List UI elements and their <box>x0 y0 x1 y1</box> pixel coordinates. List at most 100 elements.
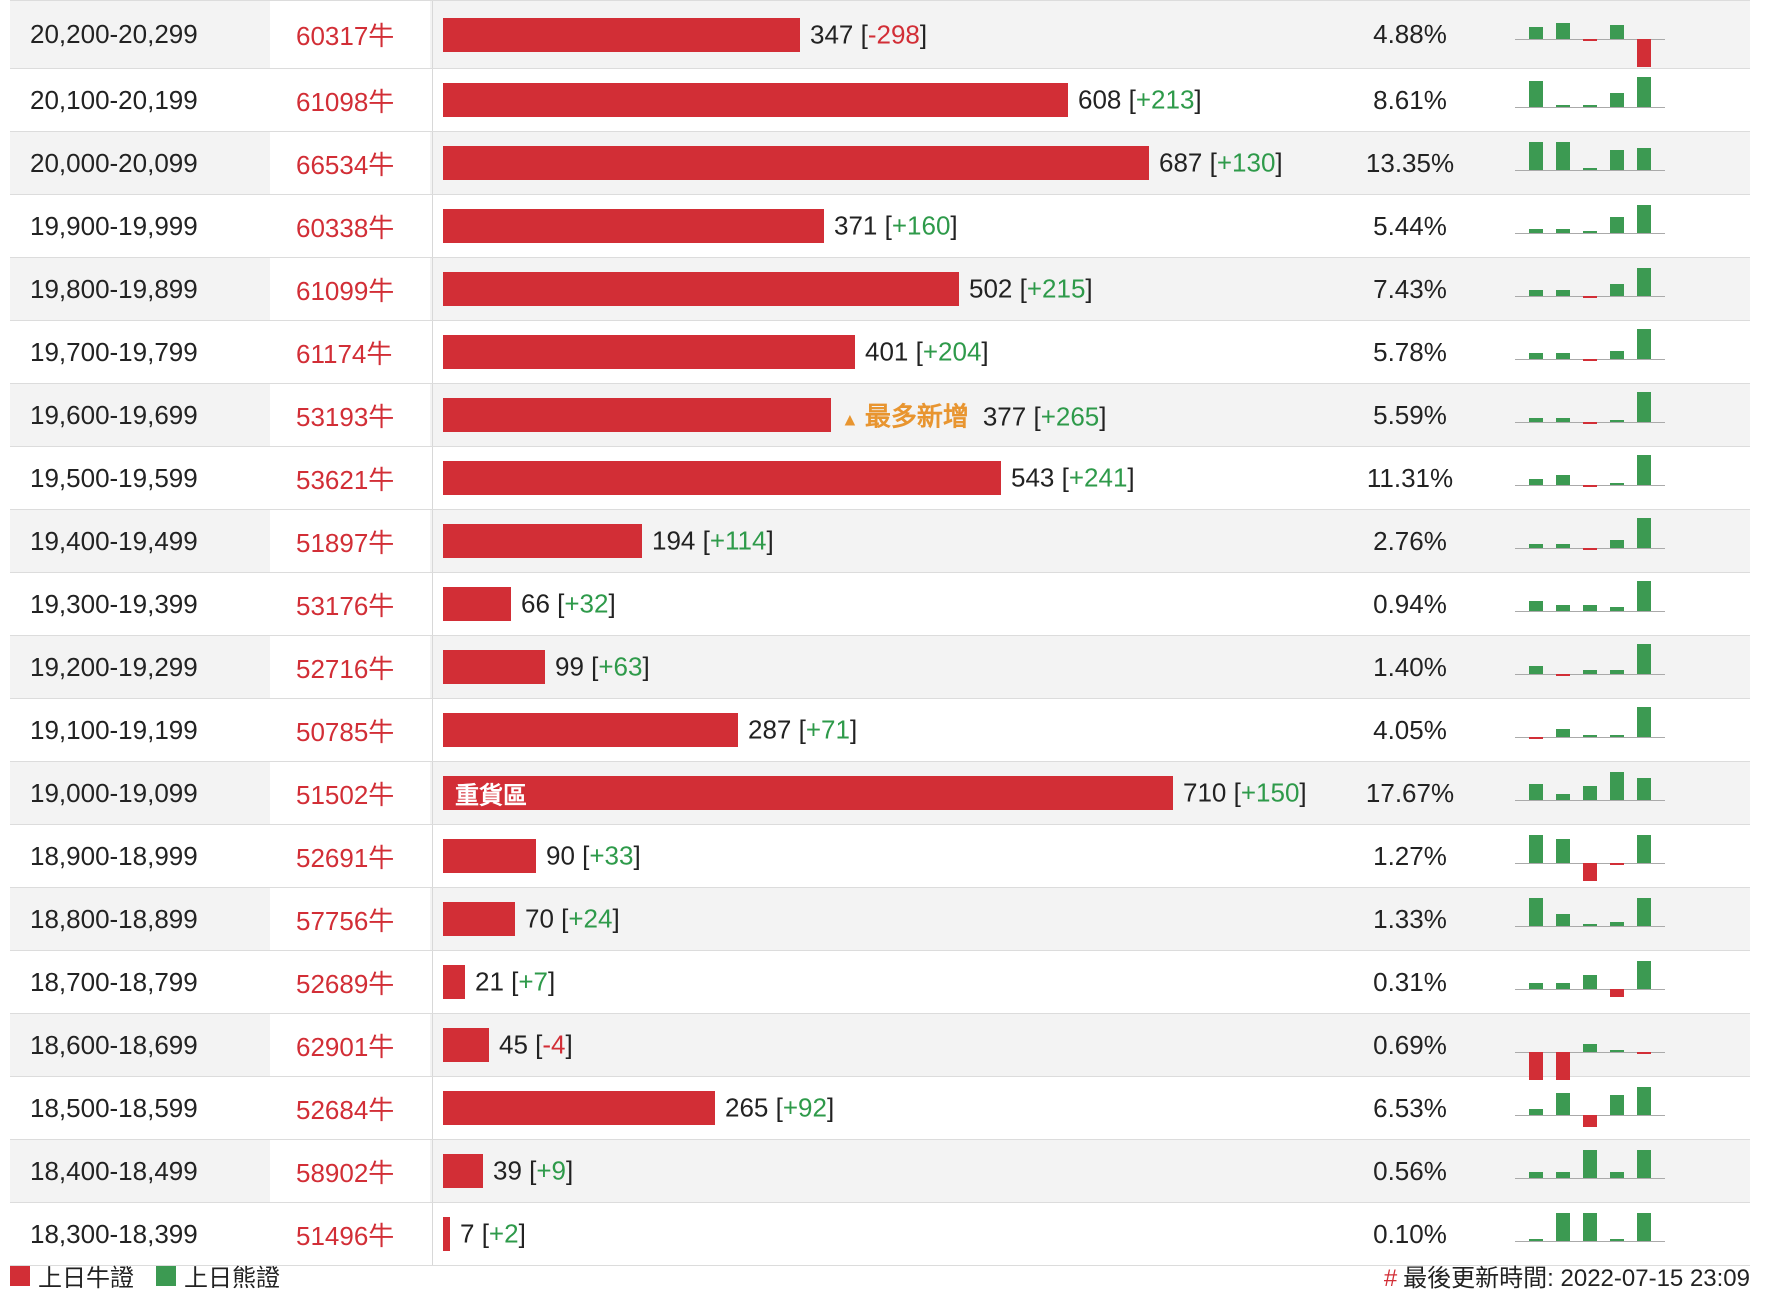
count-change: +24 <box>568 903 613 934</box>
count-value: 99 [+63] <box>555 651 650 682</box>
last-updated-text: 最後更新時間: 2022-07-15 23:09 <box>1403 1265 1750 1292</box>
cbbc-code-link[interactable]: 58902牛 <box>296 1157 395 1188</box>
sparkline-bar <box>1610 607 1624 611</box>
cbbc-code-link[interactable]: 53621牛 <box>296 464 395 495</box>
count-change: +265 <box>1040 401 1100 432</box>
table-row[interactable]: 19,700-19,799 61174牛 401 [+204] 5.78% <box>10 321 1750 384</box>
bar-cell: 7 [+2] <box>432 1203 1333 1265</box>
sparkline-bar <box>1583 1150 1597 1178</box>
strike-range: 19,400-19,499 <box>30 525 198 556</box>
sparkline-bar <box>1637 39 1651 67</box>
cbbc-code-link[interactable]: 60317牛 <box>296 21 395 51</box>
percent-share: 17.67% <box>1365 777 1455 808</box>
sparkline-bar <box>1556 729 1570 737</box>
table-row[interactable]: 18,700-18,799 52689牛 21 [+7] 0.31% <box>10 951 1750 1014</box>
bar-cell: 90 [+33] <box>432 825 1333 887</box>
cbbc-code-link[interactable]: 53193牛 <box>296 401 395 432</box>
count-bar <box>443 272 959 306</box>
cbbc-code-link[interactable]: 52691牛 <box>296 842 395 873</box>
table-row[interactable]: 19,000-19,099 51502牛 重貨區 710 [+150] 17.67% <box>10 762 1750 825</box>
count-change: +130 <box>1216 147 1276 178</box>
sparkline-baseline <box>1515 926 1665 927</box>
sparkline-bar <box>1637 205 1651 233</box>
count-value: 687 [+130] <box>1159 147 1283 178</box>
cbbc-code-link[interactable]: 51502牛 <box>296 779 395 810</box>
cbbc-code-link[interactable]: 52684牛 <box>296 1094 395 1125</box>
code-cell-bg <box>270 888 430 950</box>
bear-swatch-icon <box>156 1265 176 1286</box>
count-value: 287 [+71] <box>748 714 858 745</box>
cbbc-code-link[interactable]: 53176牛 <box>296 590 395 621</box>
table-row[interactable]: 20,200-20,299 60317牛 347 [-298] 4.88% <box>10 0 1750 69</box>
table-row[interactable]: 20,100-20,199 61098牛 608 [+213] 8.61% <box>10 69 1750 132</box>
strike-range: 18,700-18,799 <box>30 966 198 997</box>
bar-cell: 287 [+71] <box>432 699 1333 761</box>
cbbc-code-link[interactable]: 51897牛 <box>296 527 395 558</box>
sparkline-bar <box>1637 518 1651 548</box>
cbbc-code-link[interactable]: 50785牛 <box>296 716 395 747</box>
sparkline-bar <box>1556 353 1570 359</box>
count-value: 608 [+213] <box>1078 84 1202 115</box>
sparkline-baseline <box>1515 737 1665 738</box>
sparkline-bar <box>1637 1213 1651 1241</box>
sparkline-bar <box>1637 898 1651 926</box>
table-row[interactable]: 20,000-20,099 66534牛 687 [+130] 13.35% <box>10 132 1750 195</box>
sparkline-bar <box>1583 1213 1597 1241</box>
count: 401 <box>865 336 909 367</box>
table-row[interactable]: 18,800-18,899 57756牛 70 [+24] 1.33% <box>10 888 1750 951</box>
sparkline-bar <box>1529 835 1543 863</box>
table-row[interactable]: 19,100-19,199 50785牛 287 [+71] 4.05% <box>10 699 1750 762</box>
table-row[interactable]: 18,300-18,399 51496牛 7 [+2] 0.10% <box>10 1203 1750 1266</box>
sparkline <box>1505 951 1675 1013</box>
cbbc-code-link[interactable]: 51496牛 <box>296 1220 395 1251</box>
code-cell-bg <box>270 1 430 68</box>
cbbc-code-link[interactable]: 66534牛 <box>296 149 395 180</box>
cbbc-code-link[interactable]: 61098牛 <box>296 86 395 117</box>
count-bar <box>443 1091 715 1125</box>
cbbc-code-link[interactable]: 57756牛 <box>296 905 395 936</box>
percent-share: 0.10% <box>1373 1218 1447 1249</box>
code-cell-bg <box>270 384 430 446</box>
count: 377 <box>982 401 1027 432</box>
table-row[interactable]: 19,500-19,599 53621牛 543 [+241] 11.31% <box>10 447 1750 510</box>
sparkline-bar <box>1610 863 1624 865</box>
sparkline-bar <box>1583 168 1597 170</box>
count-change: +114 <box>709 525 767 556</box>
up-triangle-icon: ▲ <box>841 409 859 430</box>
table-row[interactable]: 19,200-19,299 52716牛 99 [+63] 1.40% <box>10 636 1750 699</box>
cbbc-code-link[interactable]: 61099牛 <box>296 275 395 306</box>
sparkline-bar <box>1637 77 1651 107</box>
sparkline <box>1505 825 1675 887</box>
percent-share: 8.61% <box>1373 84 1447 115</box>
sparkline-baseline <box>1515 989 1665 990</box>
sparkline-bar <box>1583 39 1597 41</box>
sparkline-bar <box>1637 644 1651 674</box>
sparkline-bar <box>1637 392 1651 422</box>
cbbc-code-link[interactable]: 60338牛 <box>296 212 395 243</box>
table-row[interactable]: 19,800-19,899 61099牛 502 [+215] 7.43% <box>10 258 1750 321</box>
cbbc-code-link[interactable]: 52689牛 <box>296 968 395 999</box>
count-change: +9 <box>536 1155 567 1186</box>
sparkline-bar <box>1556 229 1570 233</box>
cbbc-code-link[interactable]: 61174牛 <box>296 338 393 369</box>
bar-cell: 371 [+160] <box>432 195 1333 257</box>
table-row[interactable]: 18,400-18,499 58902牛 39 [+9] 0.56% <box>10 1140 1750 1203</box>
code-cell-bg <box>270 1203 430 1265</box>
table-row[interactable]: 19,300-19,399 53176牛 66 [+32] 0.94% <box>10 573 1750 636</box>
table-row[interactable]: 19,900-19,999 60338牛 371 [+160] 5.44% <box>10 195 1750 258</box>
cbbc-code-link[interactable]: 52716牛 <box>296 653 395 684</box>
bar-cell: 39 [+9] <box>432 1140 1333 1202</box>
table-row[interactable]: 18,900-18,999 52691牛 90 [+33] 1.27% <box>10 825 1750 888</box>
sparkline <box>1505 888 1675 950</box>
table-row[interactable]: 19,600-19,699 53193牛 ▲ 最多新增 377 [+265] 5.59% <box>10 384 1750 447</box>
bar-cell: 194 [+114] <box>432 510 1333 572</box>
percent-share: 5.59% <box>1373 399 1447 430</box>
table-row[interactable]: 18,500-18,599 52684牛 265 [+92] 6.53% <box>10 1077 1750 1140</box>
table-row[interactable]: 18,600-18,699 62901牛 45 [-4] 0.69% <box>10 1014 1750 1080</box>
table-row[interactable]: 19,400-19,499 51897牛 194 [+114] 2.76% <box>10 510 1750 573</box>
sparkline-bar <box>1556 105 1570 107</box>
sparkline-bar <box>1637 778 1651 800</box>
count-value: 543 [+241] <box>1011 462 1135 493</box>
cbbc-code-link[interactable]: 62901牛 <box>296 1031 395 1062</box>
code-cell-bg <box>270 825 430 887</box>
